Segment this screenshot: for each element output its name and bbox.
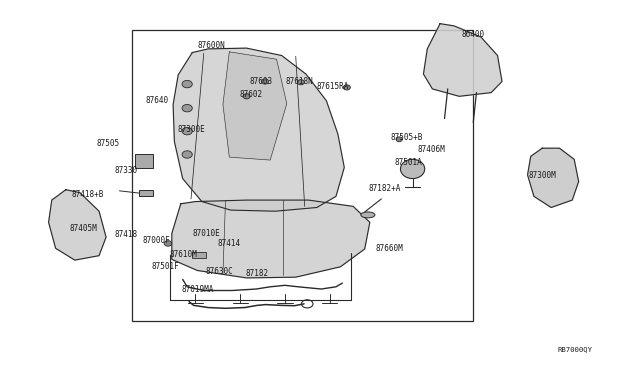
Text: 87501A: 87501A: [394, 158, 422, 167]
Ellipse shape: [164, 241, 172, 246]
Text: 87000F: 87000F: [143, 236, 170, 246]
Text: 87019MA: 87019MA: [181, 285, 214, 294]
Polygon shape: [172, 200, 370, 278]
Ellipse shape: [361, 212, 375, 218]
Text: 87505+B: 87505+B: [390, 132, 423, 142]
Ellipse shape: [182, 80, 192, 88]
Ellipse shape: [182, 128, 192, 135]
Ellipse shape: [401, 159, 425, 179]
Bar: [132, 31, 473, 321]
Text: 87640: 87640: [145, 96, 169, 105]
Text: 87602: 87602: [239, 90, 262, 99]
Bar: [191, 251, 205, 257]
Polygon shape: [424, 24, 502, 96]
Ellipse shape: [396, 137, 403, 142]
Ellipse shape: [298, 80, 305, 85]
Text: 87610M: 87610M: [170, 250, 197, 259]
Ellipse shape: [243, 94, 250, 99]
Polygon shape: [223, 52, 287, 160]
Text: 87010E: 87010E: [193, 229, 220, 238]
Text: 87501F: 87501F: [152, 262, 179, 270]
Polygon shape: [173, 48, 344, 211]
Ellipse shape: [182, 105, 192, 112]
Text: 87505: 87505: [97, 139, 120, 148]
Polygon shape: [527, 148, 579, 208]
Ellipse shape: [182, 151, 192, 158]
Bar: [135, 154, 153, 168]
Text: 87182+A: 87182+A: [369, 185, 401, 193]
Ellipse shape: [343, 85, 350, 90]
Text: 87418: 87418: [115, 230, 138, 239]
Text: 87615RA: 87615RA: [317, 82, 349, 91]
Text: 87600N: 87600N: [198, 41, 225, 50]
Text: RB7000QY: RB7000QY: [558, 346, 593, 352]
Polygon shape: [49, 190, 106, 260]
Text: 87300M: 87300M: [529, 171, 556, 180]
Text: 87630C: 87630C: [205, 267, 233, 276]
Text: 86400: 86400: [461, 29, 485, 39]
Text: 87618N: 87618N: [285, 77, 314, 86]
Text: 87660M: 87660M: [375, 244, 403, 253]
Text: 87182: 87182: [246, 269, 269, 278]
Text: 87603: 87603: [250, 77, 273, 86]
Text: 87414: 87414: [218, 238, 241, 248]
Text: 87405M: 87405M: [70, 224, 97, 233]
Text: 87330: 87330: [115, 166, 138, 175]
Text: 87406M: 87406M: [417, 145, 445, 154]
Ellipse shape: [262, 79, 269, 84]
Bar: [139, 190, 153, 196]
Text: 87418+B: 87418+B: [71, 190, 104, 199]
Text: 87300E: 87300E: [177, 125, 205, 134]
